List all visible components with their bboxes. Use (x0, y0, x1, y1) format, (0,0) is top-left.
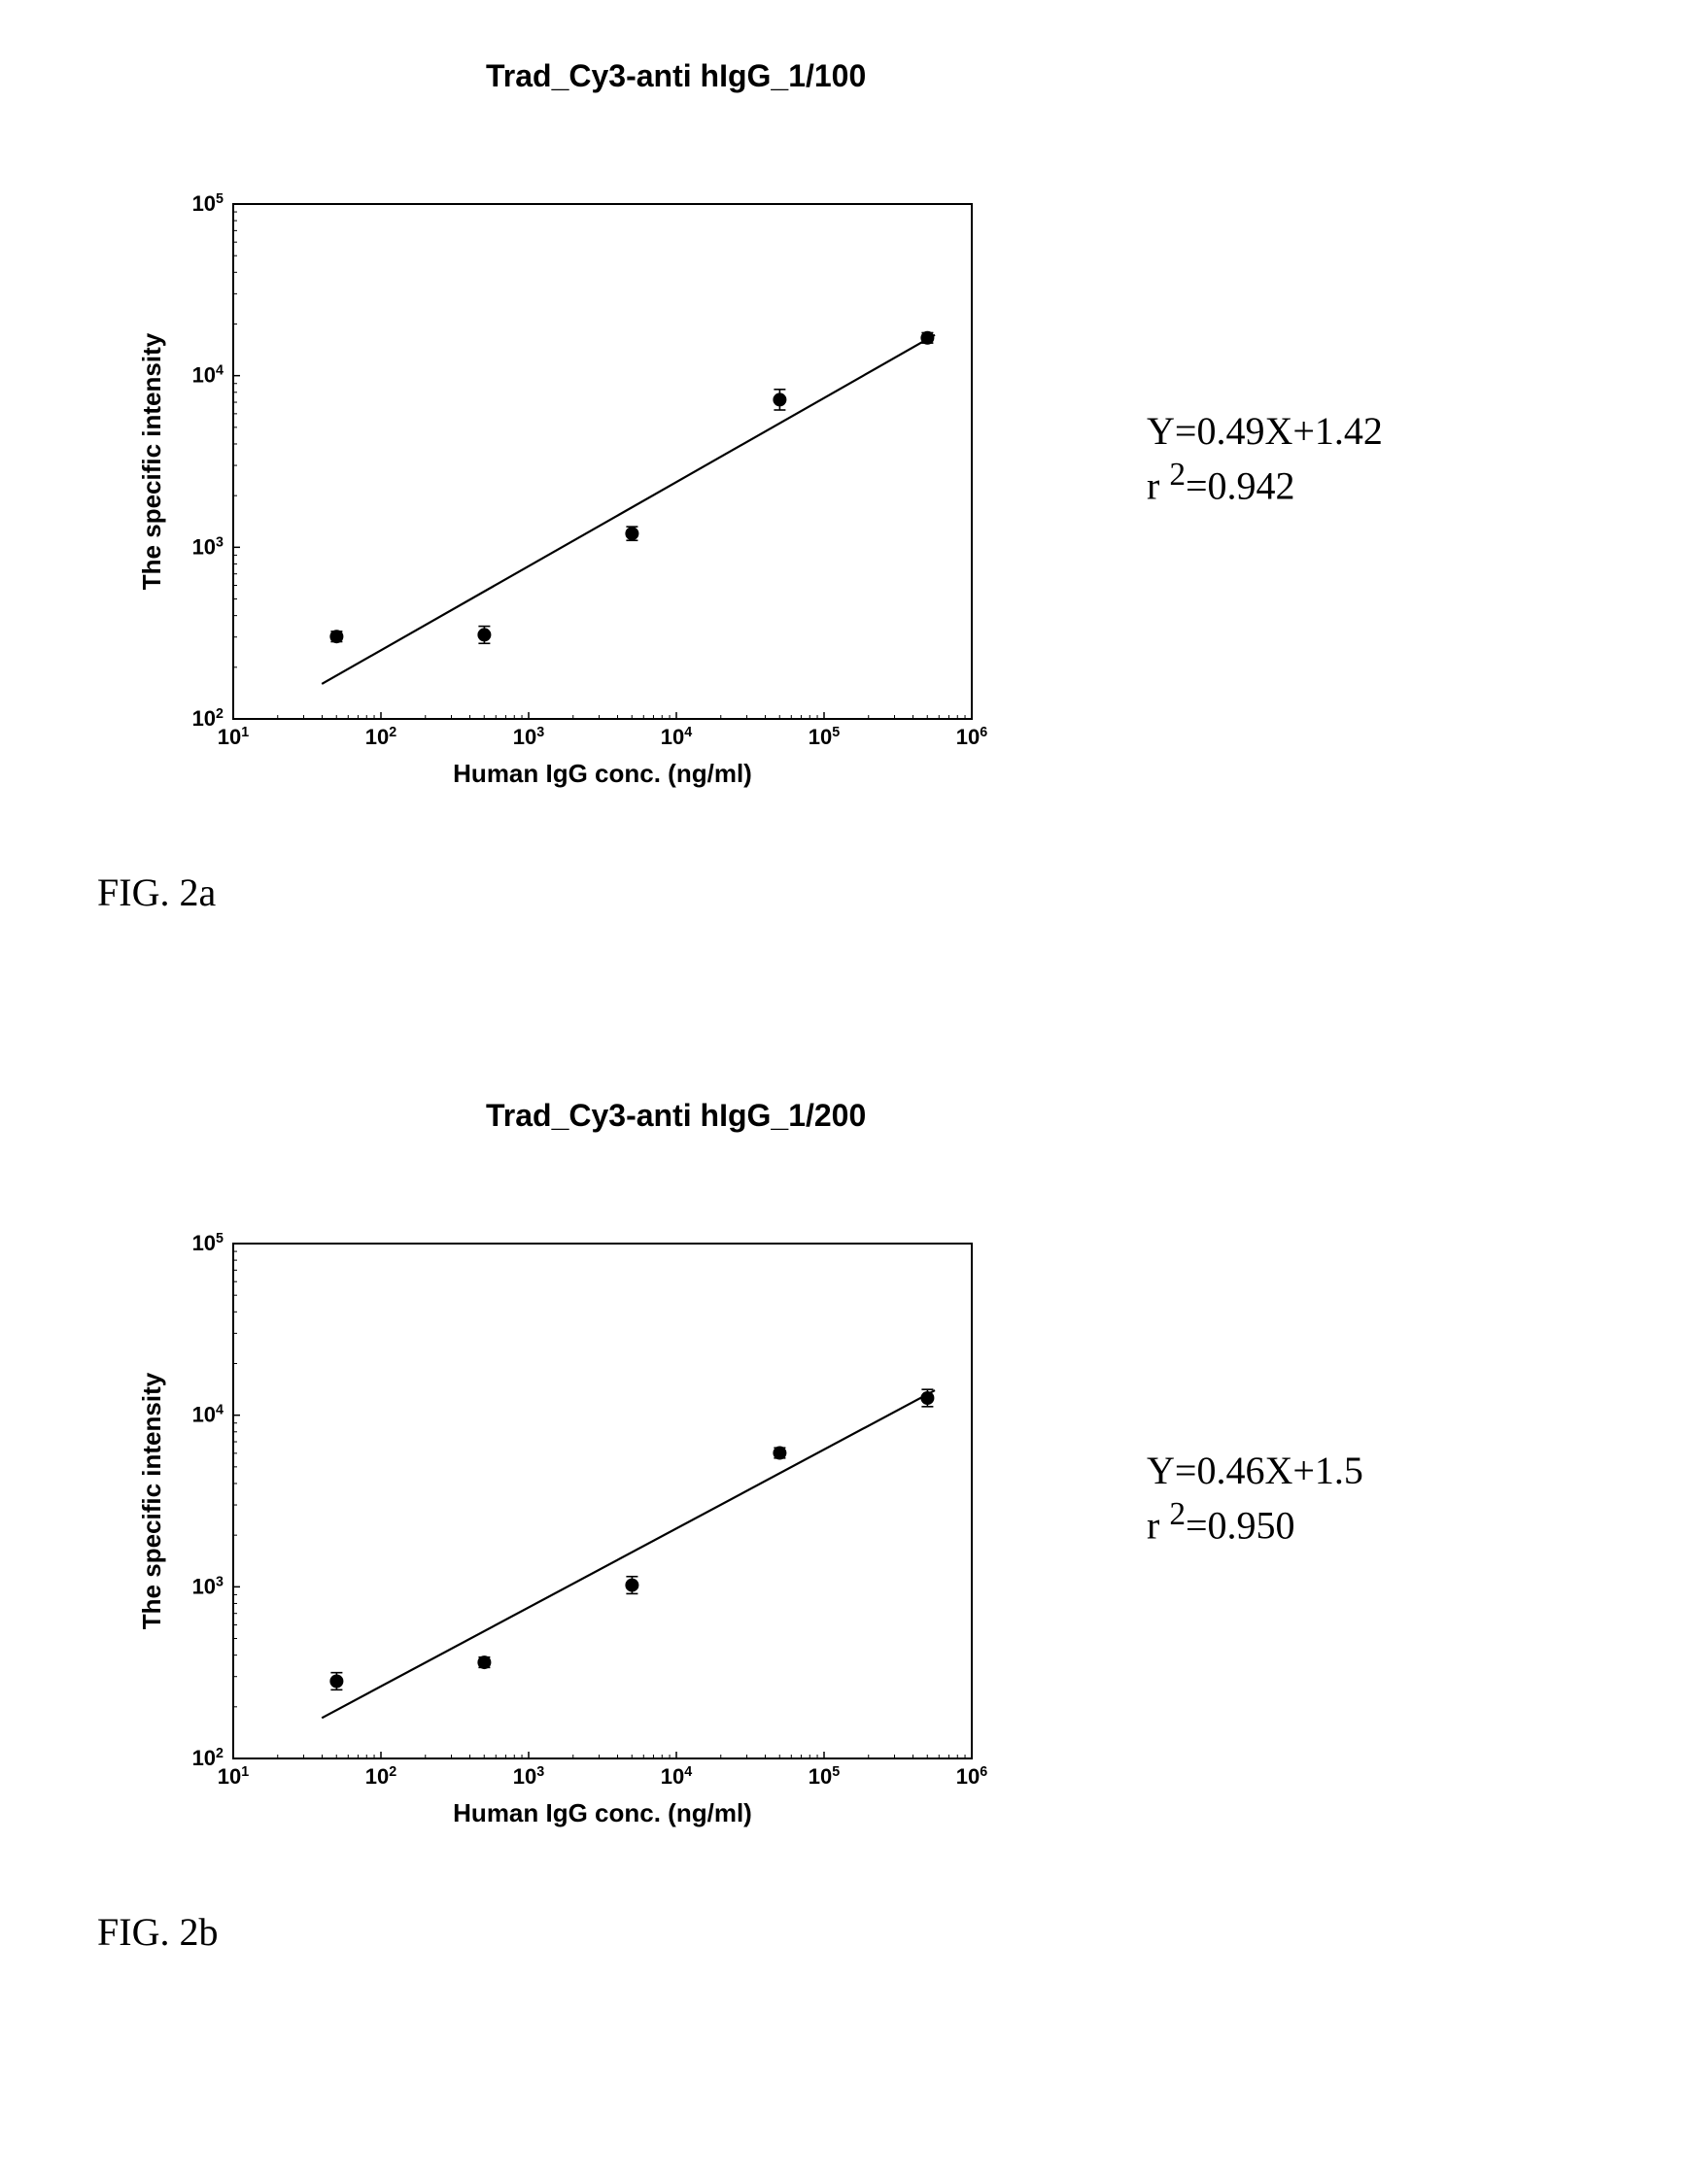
rsq-suffix: =0.942 (1186, 463, 1295, 507)
x-tick-label: 102 (365, 725, 396, 749)
chart-a-plot: 101102103104105106102103104105Human IgG … (126, 185, 991, 806)
plot-area (233, 1244, 972, 1758)
x-axis-label: Human IgG conc. (ng/ml) (453, 1798, 752, 1827)
chart-a-title: Trad_Cy3-anti hIgG_1/100 (486, 58, 866, 94)
x-tick-label: 105 (809, 725, 840, 749)
chart-b-equation-line1: Y=0.46X+1.5 (1147, 1448, 1363, 1493)
rsq-sup: 2 (1169, 457, 1186, 493)
chart-b-title: Trad_Cy3-anti hIgG_1/200 (486, 1098, 866, 1134)
x-tick-label: 105 (809, 1764, 840, 1789)
data-point (773, 392, 786, 406)
rsq-suffix: =0.950 (1186, 1503, 1295, 1547)
x-tick-label: 103 (513, 1764, 544, 1789)
chart-b-equation-line2: r 2=0.950 (1147, 1496, 1295, 1548)
page: Trad_Cy3-anti hIgG_1/100 101 102 103 104 105… (0, 0, 1687, 2184)
rsq-prefix: r (1147, 463, 1159, 507)
y-axis-label: The specific intensity (137, 332, 166, 590)
data-point (920, 331, 934, 345)
y-tick-label: 104 (192, 363, 224, 388)
y-axis-label: The specific intensity (137, 1372, 166, 1629)
figure-2a-block: Trad_Cy3-anti hIgG_1/100 101 102 103 104 105… (0, 58, 1687, 1098)
y-tick-label: 105 (192, 191, 224, 216)
x-tick-label: 106 (956, 725, 987, 749)
data-point (625, 527, 638, 540)
x-tick-label: 101 (218, 725, 249, 749)
y-tick-label: 103 (192, 534, 224, 559)
data-point (773, 1447, 786, 1460)
data-point (920, 1391, 934, 1405)
data-point (477, 1655, 491, 1669)
chart-a-equation-line2: r 2=0.942 (1147, 457, 1295, 508)
y-tick-label: 104 (192, 1403, 224, 1427)
plot-area (233, 204, 972, 719)
chart-a-equation-line1: Y=0.49X+1.42 (1147, 408, 1383, 454)
y-tick-label: 103 (192, 1574, 224, 1598)
chart-b-plot: 101102103104105106102103104105Human IgG … (126, 1224, 991, 1846)
rsq-prefix: r (1147, 1503, 1159, 1547)
x-tick-label: 104 (661, 725, 692, 749)
rsq-sup: 2 (1169, 1496, 1186, 1532)
data-point (477, 628, 491, 641)
x-tick-label: 101 (218, 1764, 249, 1789)
x-tick-label: 102 (365, 1764, 396, 1789)
x-axis-label: Human IgG conc. (ng/ml) (453, 759, 752, 788)
figure-2b-block: Trad_Cy3-anti hIgG_1/200 101 102 103 104 105… (0, 1098, 1687, 2184)
x-tick-label: 104 (661, 1764, 692, 1789)
figure-2a-label: FIG. 2a (97, 870, 216, 915)
data-point (625, 1579, 638, 1592)
y-tick-label: 105 (192, 1231, 224, 1255)
data-point (329, 1675, 343, 1689)
x-tick-label: 103 (513, 725, 544, 749)
data-point (329, 630, 343, 643)
x-tick-label: 106 (956, 1764, 987, 1789)
figure-2b-label: FIG. 2b (97, 1909, 218, 1955)
